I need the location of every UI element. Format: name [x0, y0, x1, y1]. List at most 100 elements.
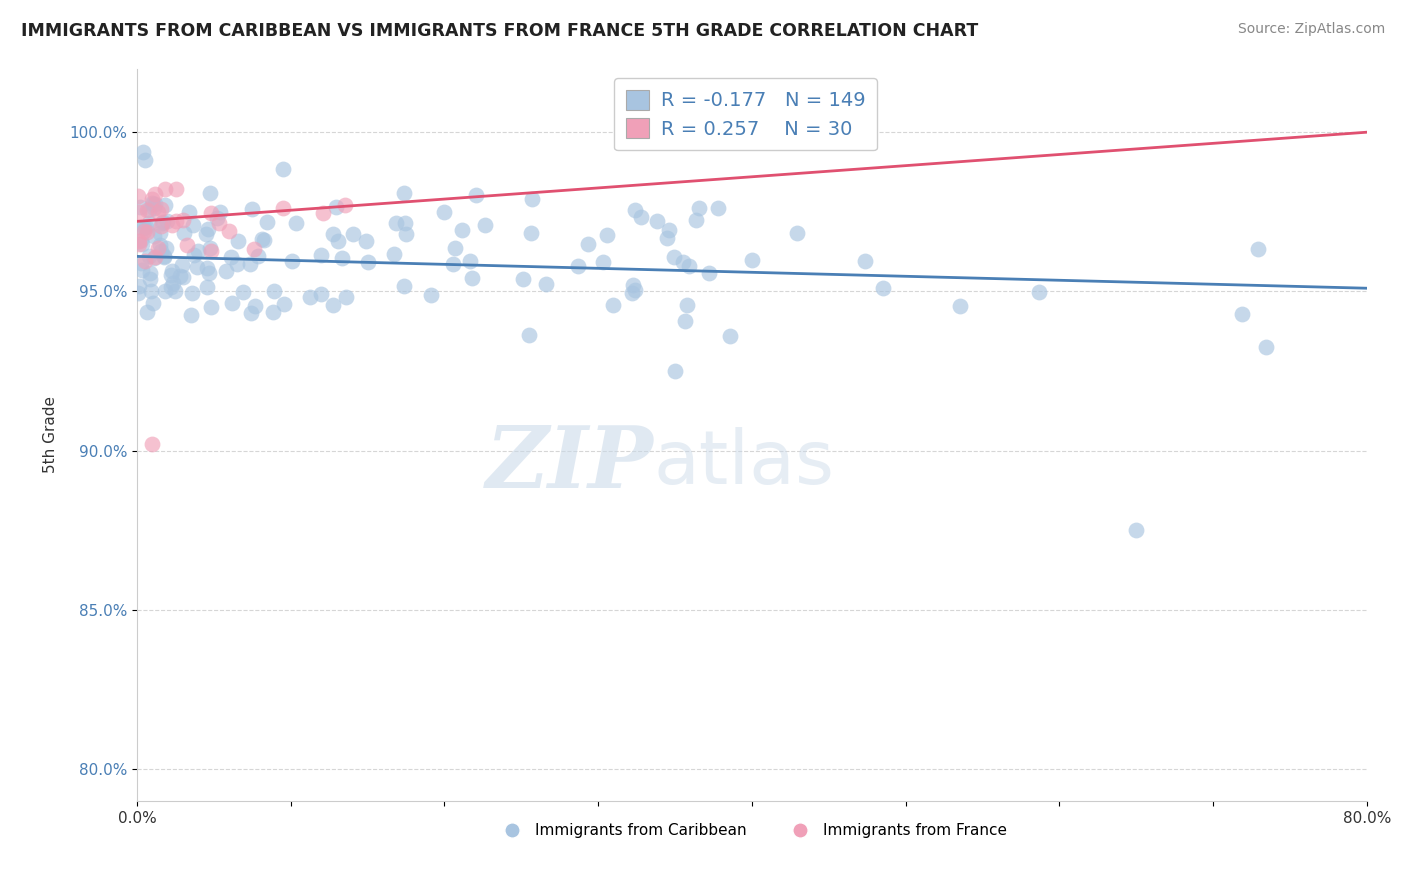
Point [132, 221, 155, 235]
Point [322, 298, 344, 312]
Point [200, 205, 222, 219]
Point [200, 244, 222, 258]
Point [152, 215, 174, 229]
Point [299, 290, 322, 304]
Point [657, 231, 679, 245]
Y-axis label: 5th Grade: 5th Grade [44, 396, 58, 473]
Point [179, 205, 201, 219]
Point [312, 206, 335, 220]
Point [1028, 285, 1050, 299]
Point [214, 264, 236, 278]
Point [741, 253, 763, 268]
Point [325, 200, 347, 214]
Text: atlas: atlas [654, 427, 835, 500]
Point [342, 227, 364, 241]
Point [662, 250, 685, 264]
Point [534, 277, 557, 291]
Point [162, 276, 184, 290]
Point [451, 223, 474, 237]
Point [420, 288, 443, 302]
Point [226, 257, 249, 271]
Point [149, 238, 172, 252]
Point [464, 187, 486, 202]
Point [285, 216, 308, 230]
Point [243, 242, 266, 256]
Point [152, 250, 174, 264]
Point [148, 241, 170, 255]
Point [685, 213, 707, 227]
Point [150, 202, 173, 216]
Point [127, 286, 149, 301]
Point [134, 153, 156, 167]
Point [675, 298, 697, 312]
Text: ZIP: ZIP [485, 422, 654, 506]
Point [624, 283, 647, 297]
Point [141, 196, 163, 211]
Point [335, 198, 357, 212]
Point [172, 270, 194, 285]
Point [143, 229, 166, 244]
Point [263, 284, 285, 298]
Point [183, 219, 205, 233]
Point [1125, 523, 1147, 537]
Point [132, 145, 155, 159]
Point [250, 232, 273, 246]
Point [136, 225, 159, 239]
Point [169, 269, 191, 284]
Point [246, 250, 269, 264]
Point [949, 299, 972, 313]
Point [226, 234, 249, 248]
Point [232, 285, 254, 299]
Point [273, 297, 295, 311]
Point [197, 222, 219, 236]
Point [207, 211, 229, 225]
Point [433, 204, 456, 219]
Point [128, 234, 150, 248]
Point [173, 226, 195, 240]
Point [142, 296, 165, 310]
Point [134, 224, 156, 238]
Point [148, 205, 170, 219]
Point [166, 214, 188, 228]
Point [658, 223, 681, 237]
Point [357, 255, 380, 269]
Point [198, 266, 221, 280]
Point [239, 257, 262, 271]
Point [394, 216, 416, 230]
Point [443, 257, 465, 271]
Point [142, 202, 165, 216]
Point [354, 234, 377, 248]
Point [160, 218, 183, 232]
Point [195, 261, 218, 276]
Point [443, 241, 465, 255]
Point [322, 227, 344, 242]
Point [141, 192, 163, 206]
Point [394, 279, 416, 293]
Point [330, 251, 353, 265]
Point [149, 227, 172, 241]
Point [271, 201, 294, 215]
Point [153, 182, 176, 196]
Point [180, 308, 202, 322]
Point [678, 259, 700, 273]
Point [163, 284, 186, 298]
Point [194, 227, 217, 242]
Point [128, 204, 150, 219]
Point [311, 287, 333, 301]
Point [664, 364, 686, 378]
Point [621, 286, 644, 301]
Point [458, 254, 481, 268]
Point [335, 290, 357, 304]
Point [688, 201, 710, 215]
Point [128, 200, 150, 214]
Point [129, 233, 152, 247]
Point [219, 250, 242, 264]
Point [262, 305, 284, 319]
Point [592, 254, 614, 268]
Point [672, 254, 695, 268]
Point [131, 263, 153, 277]
Point [160, 279, 183, 293]
Point [602, 298, 624, 312]
Point [1230, 308, 1253, 322]
Point [624, 202, 647, 217]
